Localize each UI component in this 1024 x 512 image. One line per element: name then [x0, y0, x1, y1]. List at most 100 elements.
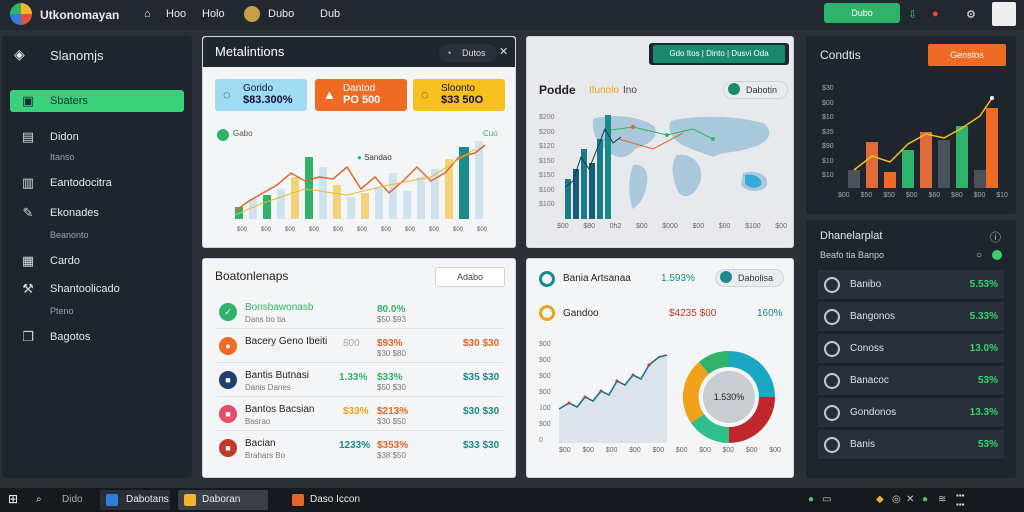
- analytics-button[interactable]: Dabolisa: [715, 269, 785, 287]
- tray-icon[interactable]: ◆: [876, 494, 884, 505]
- sidebar-item-didon[interactable]: ▤ Didon: [10, 126, 184, 148]
- settings-icon[interactable]: ⚙: [966, 9, 976, 21]
- sidebar-item-label: Shantoolicado: [50, 283, 120, 295]
- overview-combo-chart: $3 $0 $0 $00$00$00$00$00$00$00$00$00$00$…: [234, 141, 488, 233]
- map-banner[interactable]: Gdo Itos | Dinto | Dusvi Oda: [653, 45, 785, 63]
- stat-card-3[interactable]: ◌ Sloonto $33 50O: [413, 79, 505, 111]
- stat-card-2[interactable]: ▲ Dantod PO 500: [315, 79, 407, 111]
- nav-item-1[interactable]: Hoo: [166, 8, 187, 20]
- download-icon[interactable]: ⇩: [908, 9, 918, 21]
- y-tick: $10: [822, 172, 834, 179]
- table-row[interactable]: ● Bacery Geno Ibeiti 800 $93% $30 $80 $3…: [217, 329, 503, 363]
- transactions-search-input[interactable]: Adabo: [435, 267, 505, 287]
- map-y-axis: $200 $200 $120 $150 $150 $100 $100: [539, 111, 555, 213]
- clock[interactable]: ▪▪▪ ▪▪▪: [956, 491, 965, 509]
- x-tick: $00: [973, 192, 986, 199]
- overview-header-button[interactable]: ◔ Dutos: [439, 44, 497, 62]
- list-item[interactable]: Banibo 5.53%: [818, 270, 1004, 300]
- start-icon[interactable]: ⊞: [8, 492, 19, 506]
- sidebar-subitem[interactable]: Beanonto: [50, 230, 89, 240]
- right-bars: [848, 108, 998, 188]
- list-item[interactable]: Conoss 13.0%: [818, 334, 1004, 364]
- tray-icon[interactable]: ◎: [892, 494, 901, 505]
- sidebar-item-ekonades[interactable]: ✎ Ekonades: [10, 202, 184, 224]
- row-pct-sub: $30 $50: [377, 417, 406, 426]
- x-tick: $00: [722, 447, 735, 454]
- legend-dot-icon: ●: [357, 153, 362, 162]
- stat-card-1[interactable]: ◌ Gorido $83.300%: [215, 79, 307, 111]
- list-item[interactable]: Banacoc 53%: [818, 366, 1004, 396]
- table-row[interactable]: ✓ Bonsbawonasb Dans bo tia 80.0% $50 $93: [217, 295, 503, 329]
- list-item[interactable]: Bangonos 5.33%: [818, 302, 1004, 332]
- avatar-icon[interactable]: [244, 6, 260, 22]
- search-icon[interactable]: ⌕: [36, 494, 42, 505]
- sidebar-item-bagotos[interactable]: ❐ Bagotos: [10, 326, 184, 348]
- status-dot-icon[interactable]: ●: [808, 494, 815, 505]
- x-tick: $00: [905, 192, 918, 199]
- copy-icon: ❐: [22, 329, 34, 344]
- primary-cta-button[interactable]: Dubo: [824, 3, 900, 23]
- taskbar-app-3-label[interactable]: Daso Iccon: [310, 494, 361, 505]
- x-tick: $00: [718, 223, 731, 230]
- legend-dot-icon: [217, 129, 229, 141]
- check-icon: ✓: [219, 303, 237, 321]
- tray-icon[interactable]: ●: [922, 494, 929, 505]
- y-tick: $10: [822, 157, 834, 165]
- right-chart-button[interactable]: Genstos: [928, 44, 1006, 66]
- table-row[interactable]: ■ Bantis Butnasi Danis Danes 1.33% $33% …: [217, 363, 503, 397]
- sidebar-item-shantoolicado[interactable]: ⚒ Shantoolicado: [10, 278, 184, 300]
- table-row[interactable]: ■ Bantos Bacsian Basrao $33% $213% $30 $…: [217, 397, 503, 431]
- y-tick: $00: [539, 389, 551, 396]
- tray-icon[interactable]: ✕: [906, 494, 915, 505]
- list-item-pct: 53%: [977, 439, 998, 450]
- x-tick: $100: [745, 223, 761, 230]
- list-item-label: Banibo: [850, 279, 882, 290]
- close-icon[interactable]: ✕: [499, 46, 509, 58]
- stat-label: Sloonto: [441, 83, 475, 94]
- row-mid: $33%: [343, 406, 369, 417]
- overview-title: Metalintions: [215, 44, 285, 59]
- row-pct-sub: $50 $93: [377, 315, 406, 324]
- sidebar-item-cardo[interactable]: ▦ Cardo: [10, 250, 184, 272]
- radio-icon[interactable]: ○: [976, 250, 983, 261]
- nav-item-2[interactable]: Holo: [202, 8, 225, 20]
- list-item[interactable]: Gondonos 13.3%: [818, 398, 1004, 428]
- right-bar-chart: [848, 96, 998, 188]
- file-icon: ▤: [21, 129, 35, 144]
- grid-icon: ▦: [21, 253, 35, 268]
- sidebar-item-sbaters[interactable]: ▣ Sbaters: [10, 90, 184, 112]
- taskbar-search-label[interactable]: Dido: [62, 494, 83, 505]
- sidebar-item-label: Didon: [50, 131, 79, 143]
- sidebar-item-eantodocitra[interactable]: ▥ Eantodocitra: [10, 172, 184, 194]
- user-avatar[interactable]: [992, 2, 1016, 26]
- nav-home-icon[interactable]: ⌂: [144, 8, 151, 20]
- circle-icon: [824, 309, 840, 325]
- analytics-y-axis: $00 $00 $00 $00 100 $00 0: [539, 337, 551, 449]
- y-tick: $200: [539, 114, 555, 121]
- x-tick: $50: [860, 192, 873, 199]
- list-item-pct: 5.53%: [969, 279, 998, 290]
- row-right: $30 $30: [463, 338, 500, 349]
- x-tick: $00: [559, 447, 571, 454]
- nav-item-3[interactable]: Dubo: [268, 8, 295, 20]
- sidebar-subitem[interactable]: Pteno: [50, 306, 74, 316]
- sidebar-subitem[interactable]: Itanso: [50, 152, 75, 162]
- y-tick: 100: [539, 405, 551, 412]
- x-tick: 0h2: [609, 223, 622, 230]
- list-item[interactable]: Banis 53%: [818, 430, 1004, 460]
- chart-icon: ▲: [323, 87, 336, 102]
- nav-item-4[interactable]: Dub: [320, 8, 341, 20]
- app-icon[interactable]: [292, 494, 304, 506]
- network-label-icon[interactable]: ▭: [822, 494, 832, 505]
- taskbar-app-2[interactable]: [178, 490, 268, 510]
- wrench-icon: ✎: [22, 205, 34, 220]
- wifi-icon[interactable]: ≋: [938, 494, 947, 505]
- info-icon[interactable]: ⓘ: [990, 232, 1001, 244]
- row-pct-sub: $30 $80: [377, 349, 406, 358]
- browser-icon: [106, 494, 118, 506]
- table-row[interactable]: ■ Bacian Brahars Bo 1233% $353% $38 $50 …: [217, 431, 503, 465]
- notification-icon[interactable]: ●: [932, 8, 939, 20]
- folder-icon: [184, 494, 196, 506]
- stat-label: Dantod: [343, 83, 376, 94]
- map-button[interactable]: Dabotin: [723, 81, 789, 99]
